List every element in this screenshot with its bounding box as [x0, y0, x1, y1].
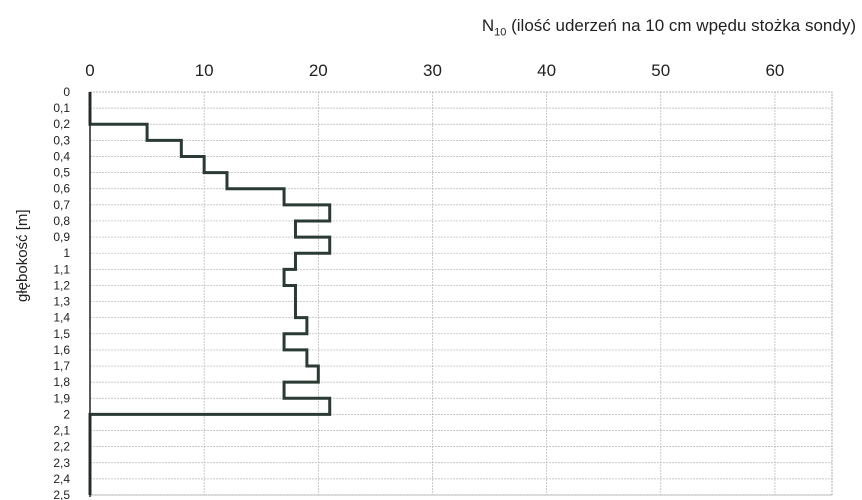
y-tick-label: 0,5 — [53, 166, 70, 180]
x-tick-label: 0 — [85, 61, 94, 80]
x-tick-label: 40 — [537, 61, 556, 80]
y-tick-labels: 0 0,1 0,2 0,3 0,4 0,5 0,6 0,7 0,8 0,9 1 1,1 1,2 1,3 1,… — [53, 85, 70, 500]
y-tick-label: 1,4 — [53, 311, 70, 325]
y-tick-label: 0 — [63, 85, 70, 99]
penetration-profile-line — [88, 92, 332, 495]
y-tick-label: 2,4 — [53, 472, 70, 486]
title-rest: (ilość uderzeń na 10 cm wpędu stożka son… — [506, 16, 856, 35]
y-tick-label: 2,3 — [53, 456, 70, 470]
y-tick-label: 2,1 — [53, 424, 70, 438]
plot-frame — [89, 91, 833, 496]
y-tick-label: 1,7 — [53, 359, 70, 373]
x-tick-label: 50 — [651, 61, 670, 80]
y-tick-label: 2,2 — [53, 440, 70, 454]
title-main: N — [481, 16, 495, 35]
y-tick-label: 2,5 — [53, 488, 70, 500]
y-tick-label: 0,8 — [53, 214, 70, 228]
y-tick-label: 1,5 — [53, 327, 70, 341]
y-tick-label: 1,8 — [53, 375, 70, 389]
title-subscript: 10 — [494, 26, 507, 39]
y-tick-label: 0,2 — [53, 117, 70, 131]
y-tick-label: 0,1 — [53, 101, 70, 115]
y-tick-label: 1 — [63, 246, 70, 260]
y-tick-label: 0,7 — [53, 198, 70, 212]
x-tick-label: 60 — [765, 61, 784, 80]
chart-title: N10 (ilość uderzeń na 10 cm wpędu stożka… — [482, 16, 856, 38]
x-tick-label: 10 — [195, 61, 214, 80]
y-tick-label: 0,3 — [53, 133, 70, 147]
y-tick-label: 1,3 — [53, 295, 70, 309]
y-tick-label: 0,6 — [53, 182, 70, 196]
x-tick-label: 20 — [309, 61, 328, 80]
grid-lines — [90, 91, 832, 496]
x-tick-label: 30 — [423, 61, 442, 80]
y-tick-label: 0,4 — [53, 149, 70, 163]
y-tick-label: 1,2 — [53, 278, 70, 292]
y-tick-label: 2 — [63, 407, 70, 421]
y-tick-label: 1,9 — [53, 391, 70, 405]
y-tick-label: 1,1 — [53, 262, 70, 276]
x-tick-labels: 0 10 20 30 40 50 60 — [85, 61, 784, 80]
y-tick-label: 1,6 — [53, 343, 70, 357]
y-tick-label: 0,9 — [53, 230, 70, 244]
